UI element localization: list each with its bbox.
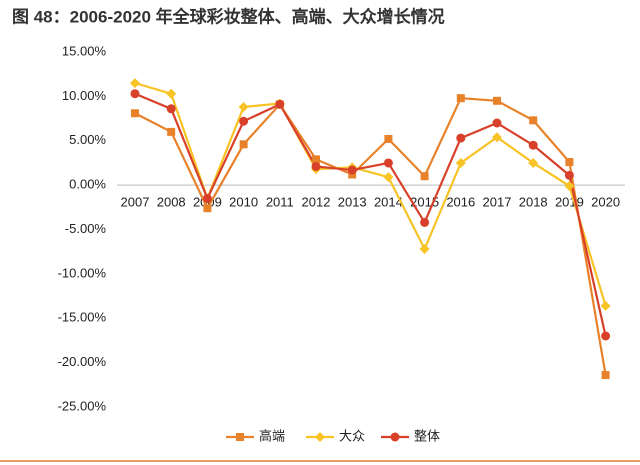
x-tick-label: 2010 — [229, 195, 258, 210]
marker — [600, 300, 611, 311]
y-tick-label: -5.00% — [65, 221, 107, 236]
marker — [347, 165, 357, 175]
marker — [601, 331, 611, 341]
legend-marker — [236, 433, 244, 441]
x-tick-label: 2011 — [266, 195, 294, 210]
marker — [455, 157, 466, 168]
marker — [493, 96, 501, 105]
x-tick-label: 2016 — [446, 195, 475, 210]
x-tick-label: 2017 — [483, 195, 512, 210]
y-tick-label: -10.00% — [58, 265, 107, 280]
marker — [528, 140, 538, 150]
marker — [420, 172, 429, 181]
marker — [601, 371, 610, 380]
marker — [384, 134, 393, 143]
series-line — [134, 96, 607, 376]
marker — [565, 158, 574, 167]
x-tick-label: 2008 — [157, 195, 186, 210]
legend-marker — [390, 432, 400, 442]
x-tick-label: 2007 — [121, 195, 150, 210]
marker — [529, 116, 538, 125]
marker — [383, 172, 394, 183]
marker — [131, 109, 139, 118]
x-tick-label: 2019 — [555, 195, 584, 210]
y-tick-label: 5.00% — [69, 132, 106, 147]
marker — [130, 78, 140, 89]
marker — [311, 161, 321, 171]
marker — [456, 133, 466, 143]
marker — [492, 118, 502, 128]
marker — [312, 155, 320, 164]
marker — [166, 88, 177, 99]
marker — [203, 204, 212, 213]
legend-label: 高端 — [259, 428, 285, 443]
marker — [239, 140, 248, 149]
x-tick-label: 2013 — [338, 195, 367, 210]
x-tick-label: 2018 — [519, 195, 548, 210]
marker — [492, 132, 502, 143]
marker — [383, 158, 393, 168]
legend-label: 整体 — [414, 428, 440, 443]
marker — [238, 102, 249, 113]
y-tick-label: -15.00% — [58, 310, 107, 325]
marker — [202, 193, 212, 203]
x-tick-label: 2014 — [374, 195, 403, 210]
legend-marker — [315, 432, 325, 442]
marker — [564, 181, 575, 192]
y-tick-label: -20.00% — [58, 354, 107, 369]
marker — [130, 89, 140, 99]
marker — [239, 116, 249, 126]
y-tick-label: 0.00% — [69, 177, 106, 192]
y-tick-label: 10.00% — [62, 88, 107, 103]
chart-title: 图 48：2006-2020 年全球彩妆整体、高端、大众增长情况 — [12, 6, 445, 26]
series-line — [134, 92, 607, 337]
marker — [564, 170, 574, 180]
x-tick-label: 2012 — [302, 195, 331, 210]
marker — [420, 217, 430, 227]
marker — [456, 94, 465, 103]
marker — [166, 104, 176, 114]
marker — [528, 157, 539, 168]
legend-label: 大众 — [339, 428, 365, 443]
y-tick-label: -25.00% — [58, 398, 107, 413]
marker — [419, 244, 430, 255]
marker — [167, 127, 176, 136]
y-tick-label: 15.00% — [62, 43, 107, 58]
x-tick-label: 2020 — [591, 195, 620, 210]
marker — [275, 99, 285, 109]
